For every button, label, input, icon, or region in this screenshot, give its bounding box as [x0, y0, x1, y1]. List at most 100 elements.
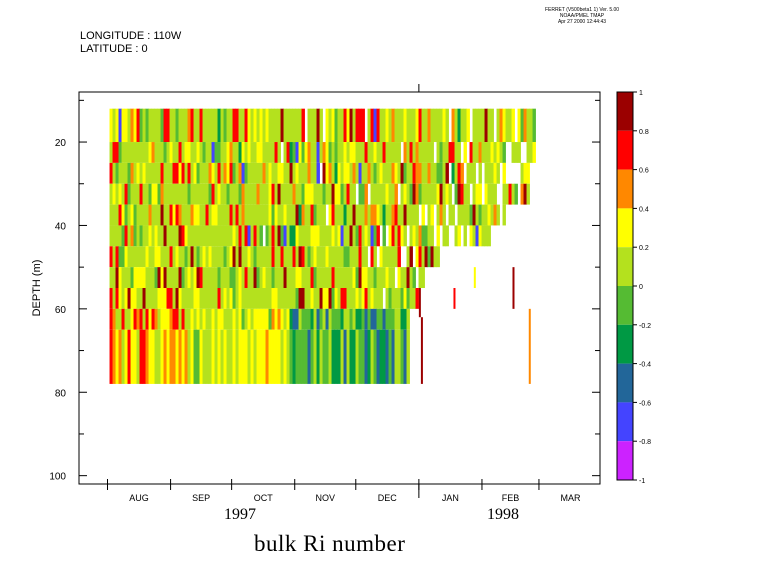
heatmap-cell: [385, 142, 389, 163]
heatmap-cell: [460, 204, 464, 226]
heatmap-cell: [289, 162, 293, 184]
heatmap-cell: [244, 308, 248, 330]
heatmap-cell: [271, 142, 275, 163]
ferret-org: NOAA/PMEL TMAP: [559, 13, 605, 19]
heatmap-cell: [376, 267, 380, 288]
heatmap-cell: [403, 204, 407, 226]
heatmap-cell: [199, 162, 203, 184]
heatmap-cell: [382, 246, 386, 268]
heatmap-cell: [235, 162, 239, 184]
heatmap-cell: [214, 162, 218, 184]
heatmap-cell: [355, 246, 359, 268]
heatmap-cell: [406, 288, 410, 309]
heatmap-cell: [496, 204, 500, 226]
heatmap-cell: [313, 162, 317, 184]
heatmap-cell: [130, 162, 134, 184]
heatmap-cell: [133, 225, 137, 247]
heatmap-cell: [268, 246, 272, 268]
heatmap-cell: [403, 267, 407, 288]
heatmap-cell: [145, 204, 149, 226]
heatmap-cell: [286, 204, 290, 226]
heatmap-cell: [472, 225, 476, 247]
heatmap-cell: [127, 142, 131, 163]
heatmap-cell: [358, 204, 362, 226]
heatmap-cell: [166, 288, 170, 309]
heatmap-cell: [325, 142, 329, 163]
heatmap-cell: [181, 225, 185, 247]
heatmap-cell: [211, 183, 215, 205]
heatmap-cell: [475, 225, 479, 247]
heatmap-cell: [190, 142, 194, 163]
heatmap-cell: [127, 108, 131, 143]
heatmap-cell: [205, 142, 209, 163]
heatmap-cell: [244, 267, 248, 288]
heatmap-cell: [394, 108, 398, 143]
heatmap-cell: [361, 142, 365, 163]
heatmap-cell: [214, 288, 218, 309]
heatmap-cell: [262, 308, 266, 330]
heatmap-cell: [379, 183, 383, 205]
heatmap-cell: [214, 225, 218, 247]
heatmap-cell: [196, 204, 200, 226]
heatmap-cell: [127, 288, 131, 309]
heatmap-cell: [382, 142, 386, 163]
colorbar-label: 0.6: [639, 168, 649, 175]
heatmap-cell: [307, 162, 311, 184]
heatmap-cell: [352, 267, 356, 288]
heatmap-cell: [409, 267, 413, 288]
heatmap-cell: [223, 329, 227, 384]
heatmap-cell: [373, 267, 377, 288]
heatmap-cell: [367, 204, 371, 226]
ferret-stamp: FERRET (V500beta1 1) Ver. 5.00 NOAA/PMEL…: [530, 7, 634, 25]
heatmap-cell: [490, 108, 494, 143]
heatmap-cell: [481, 142, 485, 163]
heatmap-cell: [265, 183, 269, 205]
heatmap-cell: [220, 225, 224, 247]
heatmap-cell: [256, 288, 260, 309]
heatmap-cell: [124, 108, 128, 143]
heatmap-cell: [478, 225, 482, 247]
heatmap-cell: [187, 204, 191, 226]
heatmap-cell: [529, 142, 533, 163]
x-tick-label: SEP: [192, 493, 210, 503]
heatmap-cell: [136, 329, 140, 384]
heatmap-cell: [406, 162, 410, 184]
heatmap-cell: [304, 225, 308, 247]
heatmap-cell: [241, 108, 245, 143]
heatmap-cell: [364, 308, 368, 330]
heatmap-cell: [265, 267, 269, 288]
heatmap-cell: [223, 308, 227, 330]
heatmap-cell: [349, 308, 353, 330]
heatmap-cell: [334, 225, 338, 247]
heatmap-cell: [310, 308, 314, 330]
heatmap-cell: [142, 329, 146, 384]
heatmap-cell: [460, 162, 464, 184]
heatmap-cell: [415, 183, 419, 205]
heatmap-cell: [301, 288, 305, 309]
heatmap-cell: [457, 204, 461, 226]
heatmap-cell: [139, 204, 143, 226]
heatmap-cell: [199, 329, 203, 384]
heatmap-cell: [154, 183, 158, 205]
heatmap-cell: [133, 183, 137, 205]
heatmap-cell: [376, 225, 380, 247]
heatmap-cell: [247, 308, 251, 330]
heatmap-cell: [169, 267, 173, 288]
heatmap-cell: [130, 329, 134, 384]
heatmap-cell: [397, 267, 401, 288]
heatmap-cell: [169, 288, 173, 309]
heatmap-cell: [328, 308, 332, 330]
heatmap-cell: [364, 267, 368, 288]
heatmap-cell: [463, 225, 467, 247]
heatmap-cell: [124, 246, 128, 268]
heatmap-cell: [133, 162, 137, 184]
heatmap-cell: [136, 108, 140, 143]
heatmap-cell: [142, 267, 146, 288]
heatmap-cell: [160, 308, 164, 330]
heatmap-cell: [445, 108, 449, 143]
heatmap-cell: [340, 288, 344, 309]
heatmap-cell: [358, 108, 362, 143]
heatmap-cell: [361, 246, 365, 268]
heatmap-cell: [490, 204, 494, 226]
heatmap-cell: [301, 204, 305, 226]
